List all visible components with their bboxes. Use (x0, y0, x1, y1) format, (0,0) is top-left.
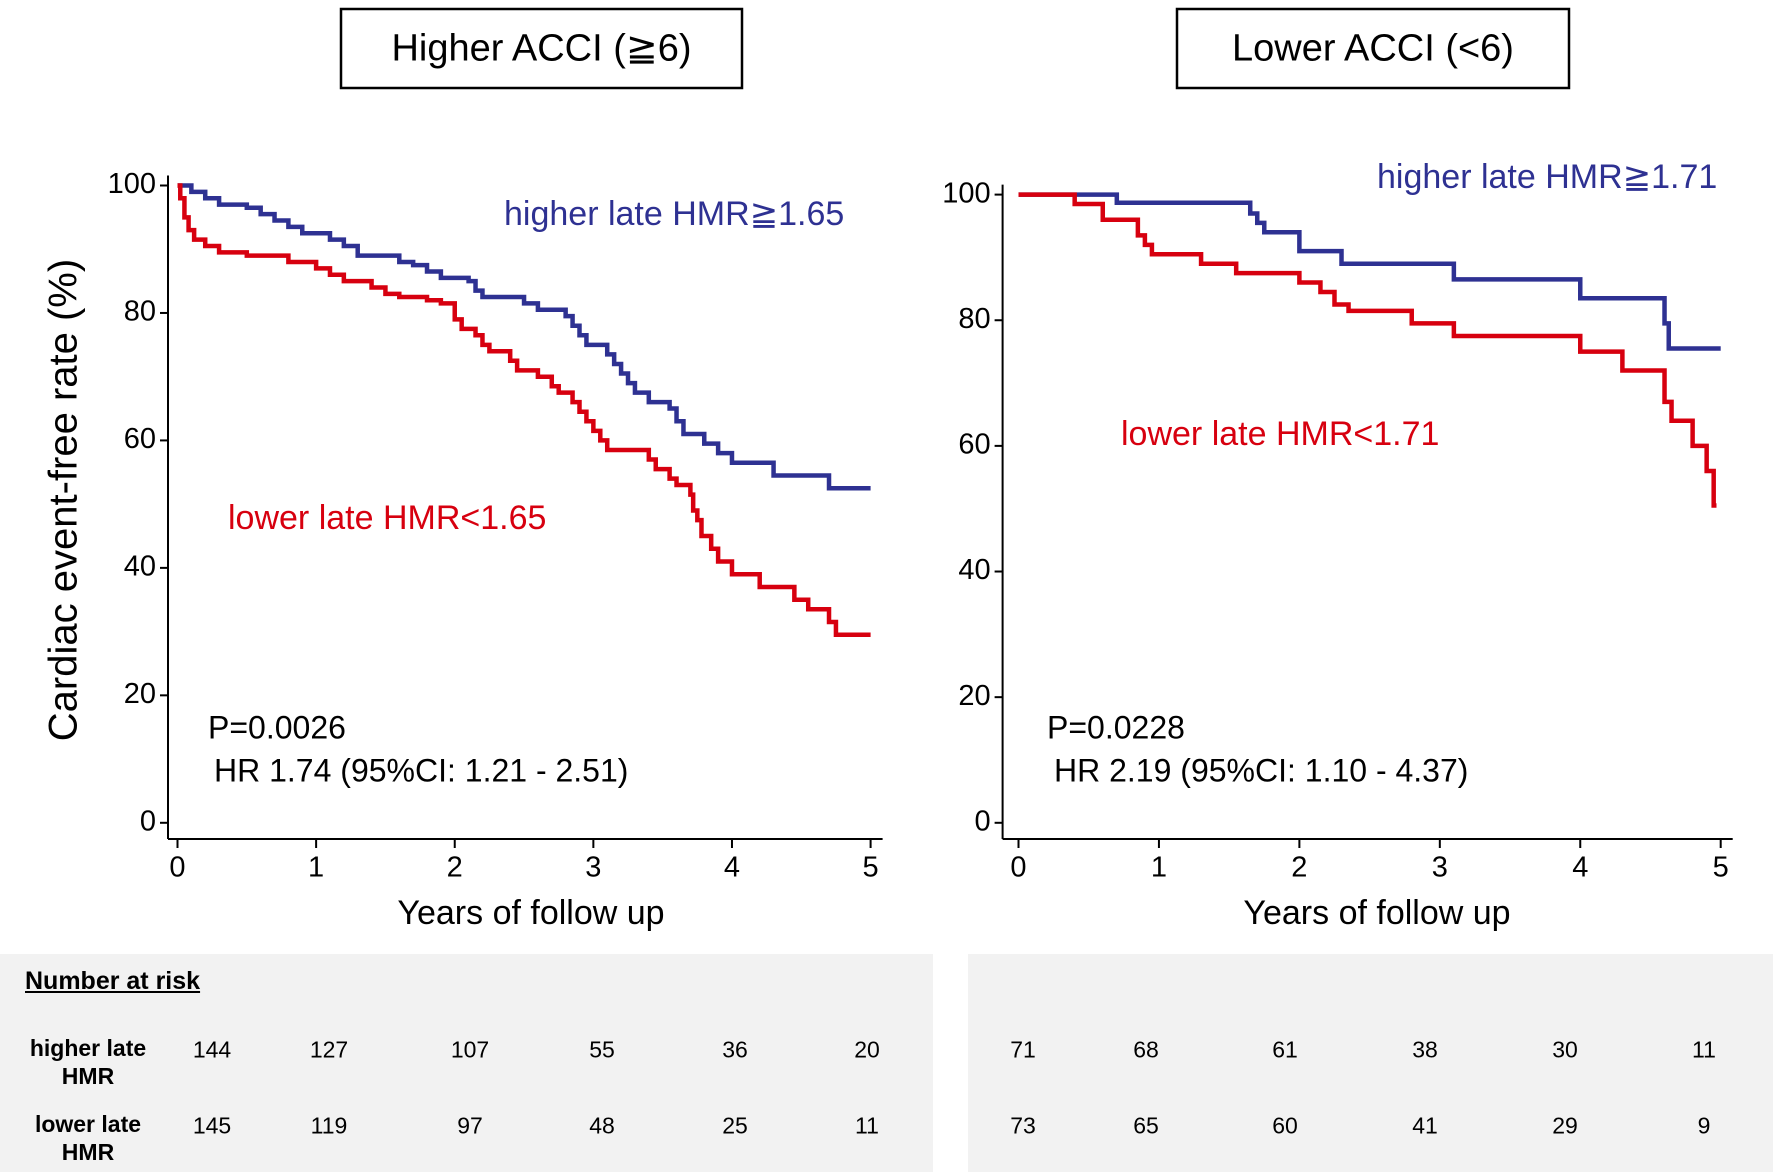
x-tick-label: 1 (1151, 852, 1167, 884)
risk-count: 9 (1697, 1112, 1711, 1139)
risk-count: 107 (450, 1036, 490, 1063)
y-tick-label: 80 (958, 303, 990, 335)
risk-count: 145 (192, 1112, 232, 1139)
y-tick-label: 60 (958, 429, 990, 461)
x-axis-label: Years of follow up (1243, 894, 1510, 932)
y-tick-label: 60 (124, 423, 156, 455)
row-label: higher late HMR (29, 1035, 147, 1089)
risk-table-title: Number at risk (25, 967, 201, 995)
y-axis-label: Cardiac event-free rate (%) (42, 259, 86, 741)
risk-table-right (968, 954, 1773, 1172)
y-tick-label: 100 (108, 168, 156, 200)
y-tick-label: 0 (140, 805, 156, 837)
series-label: higher late HMR≧1.65 (504, 195, 844, 233)
risk-count: 55 (589, 1036, 615, 1063)
risk-count: 71 (1010, 1036, 1036, 1063)
x-tick-label: 3 (585, 852, 601, 884)
x-tick-label: 0 (169, 852, 185, 884)
risk-count: 25 (722, 1112, 748, 1139)
y-tick-label: 40 (124, 551, 156, 583)
risk-count: 119 (310, 1112, 348, 1139)
x-axis-label: Years of follow up (397, 894, 664, 932)
annotation: HR 2.19 (95%CI: 1.10 - 4.37) (1054, 752, 1468, 788)
title-box (339, 7, 744, 90)
risk-count: 11 (1692, 1036, 1716, 1063)
risk-count: 29 (1552, 1112, 1578, 1139)
x-tick-label: 2 (447, 852, 463, 884)
survival-curve (1018, 192, 1721, 351)
risk-count: 38 (1412, 1036, 1438, 1063)
risk-count: 65 (1133, 1112, 1159, 1139)
risk-count: 73 (1010, 1112, 1036, 1139)
series-label: higher late HMR≧1.71 (1377, 158, 1717, 196)
x-tick-label: 5 (863, 852, 879, 884)
survival-curve (1018, 192, 1717, 508)
y-tick-label: 20 (958, 680, 990, 712)
survival-curve (177, 183, 871, 491)
risk-count: 48 (589, 1112, 615, 1139)
chart-title: Lower ACCI (<6) (1232, 28, 1514, 70)
risk-table-left (0, 954, 933, 1172)
annotation: P=0.0026 (208, 709, 346, 745)
risk-count: 60 (1272, 1112, 1298, 1139)
y-tick-label: 40 (958, 554, 990, 586)
x-tick-label: 3 (1432, 852, 1448, 884)
risk-count: 41 (1412, 1112, 1438, 1139)
x-tick-label: 4 (724, 852, 740, 884)
annotation: HR 1.74 (95%CI: 1.21 - 2.51) (214, 752, 628, 788)
x-tick-label: 4 (1572, 852, 1588, 884)
row-label: lower late HMR (34, 1111, 142, 1165)
x-tick-label: 1 (308, 852, 324, 884)
risk-count: 61 (1272, 1036, 1298, 1063)
risk-count: 144 (192, 1036, 232, 1063)
x-tick-label: 0 (1010, 852, 1026, 884)
chart-title: Higher ACCI (≧6) (391, 28, 691, 70)
risk-count: 36 (722, 1036, 748, 1063)
risk-count: 30 (1552, 1036, 1578, 1063)
y-tick-label: 80 (124, 296, 156, 328)
x-tick-label: 5 (1713, 852, 1729, 884)
survival-curve (177, 183, 871, 638)
annotation: P=0.0228 (1047, 709, 1185, 745)
risk-count: 20 (854, 1036, 880, 1063)
y-tick-label: 20 (124, 678, 156, 710)
title-box (1175, 7, 1571, 90)
risk-count: 127 (309, 1036, 349, 1063)
series-label: lower late HMR<1.65 (228, 499, 546, 537)
risk-count: 11 (855, 1112, 879, 1139)
risk-count: 68 (1133, 1036, 1159, 1063)
risk-count: 97 (457, 1112, 483, 1139)
y-tick-label: 0 (974, 805, 990, 837)
y-tick-label: 100 (942, 177, 990, 209)
x-tick-label: 2 (1291, 852, 1307, 884)
series-label: lower late HMR<1.71 (1121, 415, 1439, 453)
